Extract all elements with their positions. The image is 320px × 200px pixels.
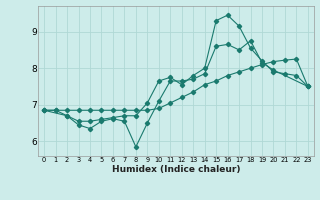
X-axis label: Humidex (Indice chaleur): Humidex (Indice chaleur) bbox=[112, 165, 240, 174]
